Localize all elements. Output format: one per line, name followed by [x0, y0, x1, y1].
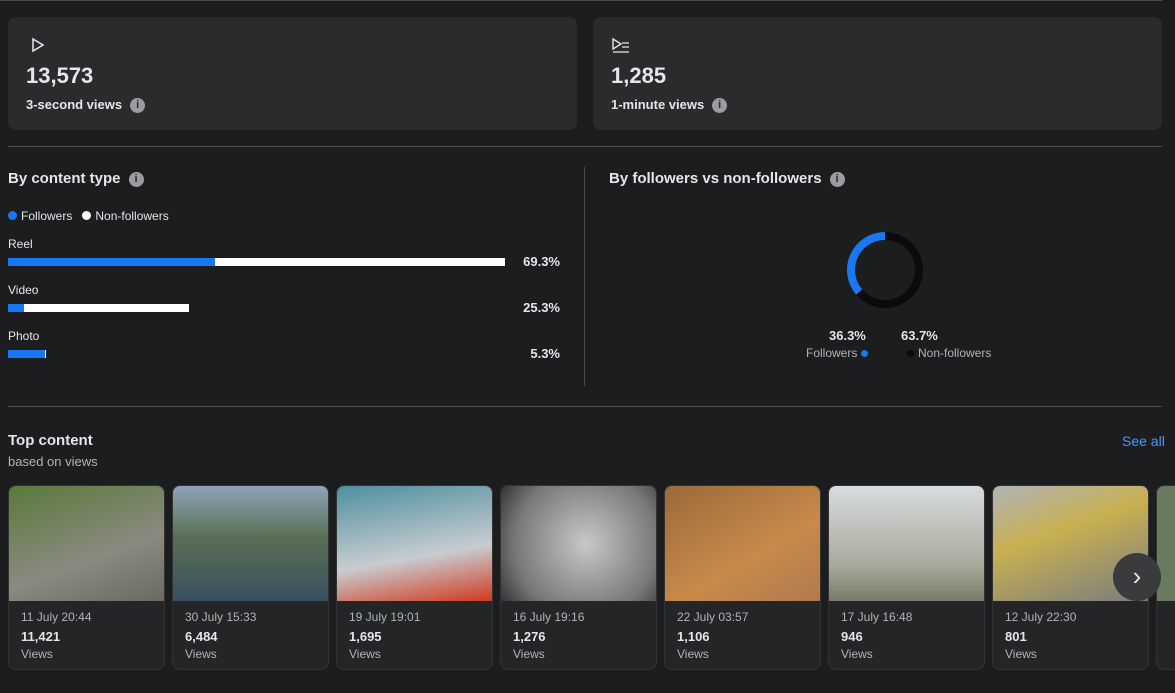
thumbnail: [501, 486, 656, 601]
legend: Followers Non-followers: [8, 209, 169, 223]
legend-text: Non-followers: [918, 346, 992, 360]
bar-followers: [8, 350, 45, 358]
thumbnail: [9, 486, 164, 601]
bar-value: 25.3%: [523, 300, 560, 315]
donut-value: 36.3%: [829, 328, 866, 343]
stat-card: 13,573 3-second views i: [8, 17, 577, 130]
next-button[interactable]: ›: [1113, 553, 1161, 601]
bar-value: 5.3%: [530, 346, 560, 361]
donut-legend: Non-followers: [903, 346, 991, 360]
post-views: 1,276: [513, 629, 546, 644]
divider: [8, 406, 1162, 407]
views-label: Views: [513, 647, 545, 661]
legend-dot: [907, 350, 914, 357]
post-date: 17 July 16:48: [841, 610, 913, 624]
post-views: 6,484: [185, 629, 218, 644]
title-text: By followers vs non-followers: [609, 170, 822, 187]
bar-label: Photo: [8, 329, 40, 343]
stat-label-text: 3-second views: [26, 97, 123, 112]
legend-text: Followers: [806, 346, 858, 360]
bar-value: 69.3%: [523, 254, 560, 269]
play-icon: [32, 37, 45, 53]
post-date: 22 July 03:57: [677, 610, 749, 624]
see-all-link[interactable]: See all: [1122, 433, 1165, 449]
donut-legend: Followers: [806, 346, 872, 360]
views-label: Views: [841, 647, 873, 661]
donut-value: 63.7%: [901, 328, 938, 343]
content-card[interactable]: 16 July 19:16 1,276 Views: [500, 485, 657, 670]
thumbnail: [829, 486, 984, 601]
content-card[interactable]: 19 July 19:01 1,695 Views: [336, 485, 493, 670]
bar-label: Reel: [8, 237, 33, 251]
post-date: 12 July 22:30: [1005, 610, 1077, 624]
content-card[interactable]: 22 July 03:57 1,106 Views: [664, 485, 821, 670]
thumbnail: [337, 486, 492, 601]
bar-label: Video: [8, 283, 39, 297]
donut-segment: [847, 232, 886, 295]
post-date: 30 July 15:33: [185, 610, 257, 624]
divider: [0, 0, 1162, 1]
views-label: Views: [1005, 647, 1037, 661]
post-date: 16 July 19:16: [513, 610, 585, 624]
stat-label: 1-minute views i: [611, 97, 728, 114]
section-title: By content type i: [8, 170, 144, 187]
legend-dot: [861, 350, 869, 357]
bar-followers: [8, 304, 24, 312]
views-label: Views: [349, 647, 381, 661]
thumbnail: [173, 486, 328, 601]
content-card[interactable]: 17 July 16:48 946 Views: [828, 485, 985, 670]
legend-item: Non-followers: [95, 209, 169, 223]
post-views: 801: [1005, 629, 1027, 644]
section-title: By followers vs non-followers i: [609, 170, 845, 187]
stat-value: 13,573: [26, 63, 94, 88]
post-date: 19 July 19:01: [349, 610, 421, 624]
content-card[interactable]: 30 July 15:33 6,484 Views: [172, 485, 329, 670]
post-views: 1,695: [349, 629, 382, 644]
stat-card: 1,285 1-minute views i: [593, 17, 1162, 130]
stat-label: 3-second views i: [26, 97, 146, 114]
divider: [584, 167, 585, 386]
stat-label-text: 1-minute views: [611, 97, 705, 112]
bar-total: [8, 304, 190, 312]
stat-value: 1,285: [611, 63, 667, 88]
thumbnail: [665, 486, 820, 601]
bar-followers: [8, 258, 215, 266]
section-title: Top content: [8, 432, 93, 449]
donut-chart: [847, 232, 923, 308]
views-label: Views: [185, 647, 217, 661]
bar-total: [8, 258, 505, 266]
post-date: 11 July 20:44: [21, 610, 92, 624]
play-list-icon: [612, 37, 629, 53]
post-views: 946: [841, 629, 863, 644]
views-label: Views: [21, 647, 53, 661]
legend-item: Followers: [21, 209, 73, 223]
content-card[interactable]: 11 July 20:44 11,421 Views: [8, 485, 165, 670]
donut-segment: [856, 232, 923, 308]
title-text: By content type: [8, 170, 121, 187]
views-label: Views: [677, 647, 709, 661]
post-views: 1,106: [677, 629, 710, 644]
section-subtitle: based on views: [8, 454, 98, 469]
divider: [8, 146, 1162, 147]
post-views: 11,421: [21, 629, 61, 644]
